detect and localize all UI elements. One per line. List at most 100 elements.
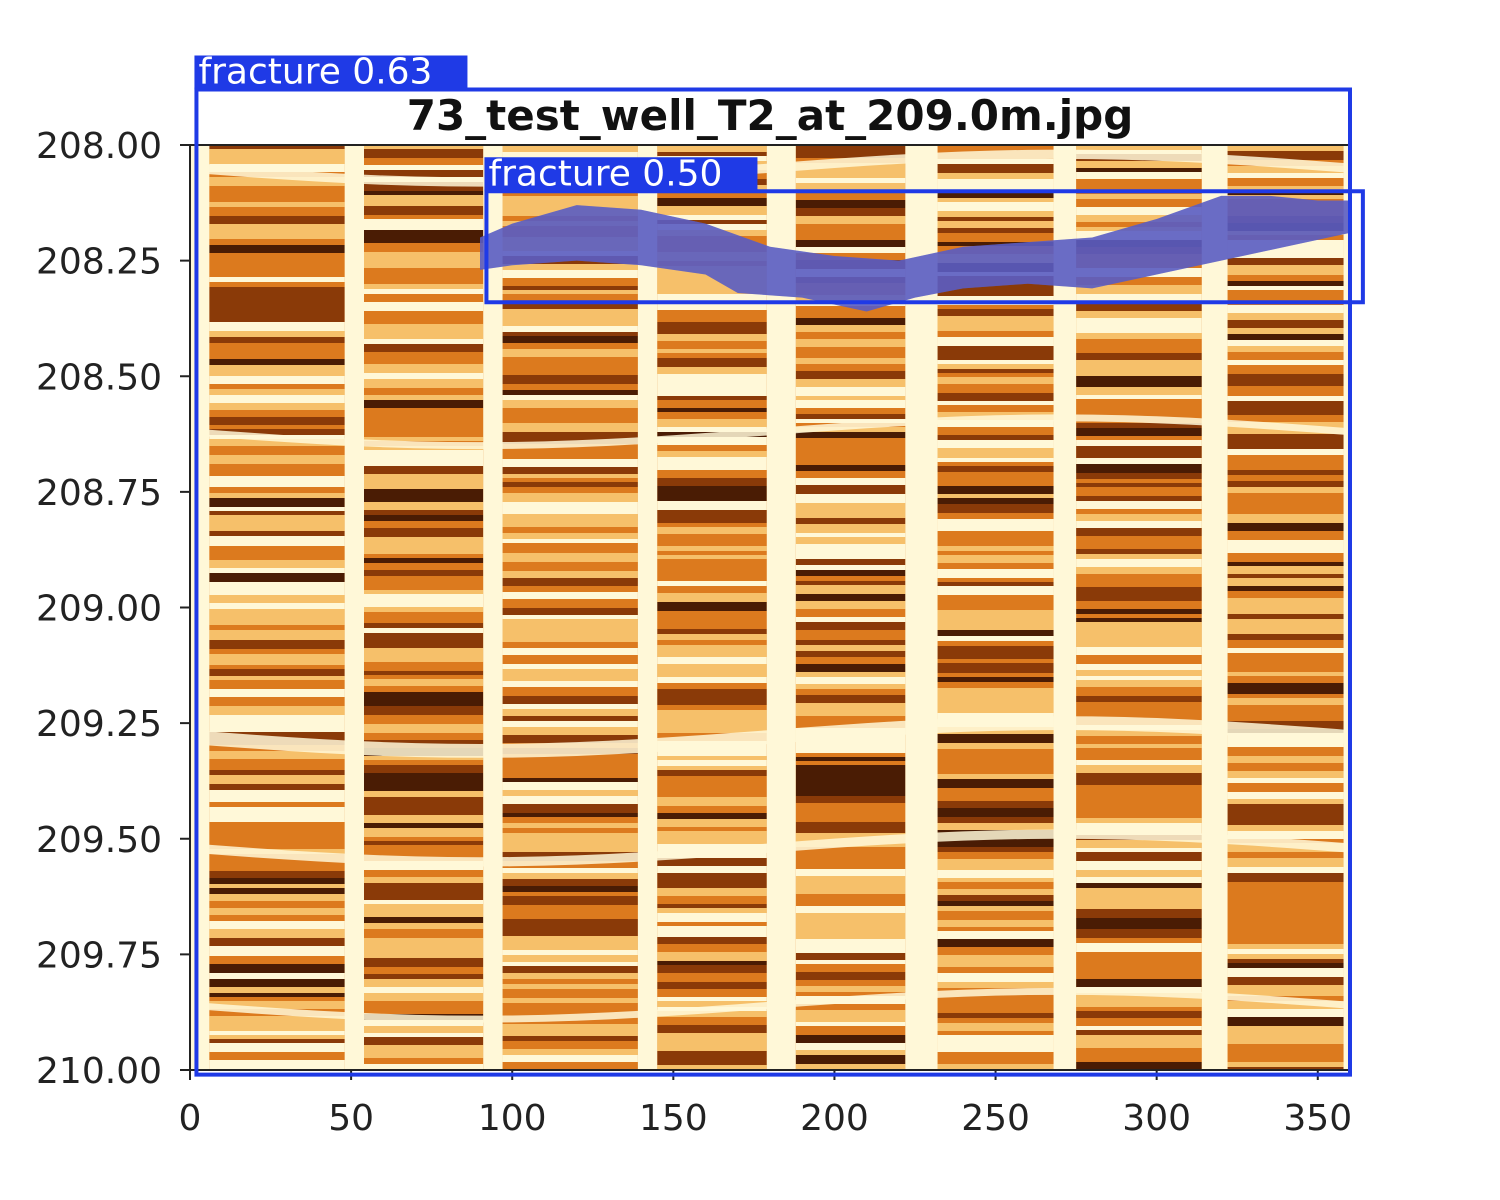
heatmap-cell <box>502 302 638 309</box>
heatmap-cell <box>209 603 345 609</box>
heatmap-cell <box>209 759 345 765</box>
heatmap-cell <box>364 773 484 782</box>
heatmap-cell <box>937 1005 1054 1013</box>
heatmap-cell <box>657 858 767 866</box>
heatmap-cell <box>1227 545 1344 553</box>
heatmap-cell <box>1076 870 1202 877</box>
heatmap-cell <box>937 895 1054 901</box>
heatmap-cell <box>937 504 1054 513</box>
heatmap-cell <box>657 717 767 725</box>
heatmap-cell <box>657 880 767 888</box>
heatmap-cell <box>1076 993 1202 1000</box>
heatmap-cell <box>795 408 906 414</box>
heatmap-cell <box>1227 640 1344 648</box>
heatmap-cell <box>502 879 638 886</box>
heatmap-cell <box>1076 521 1202 528</box>
y-tick-label: 210.00 <box>36 1051 162 1092</box>
heatmap-cell <box>937 939 1054 947</box>
heatmap-cell <box>364 191 484 195</box>
heatmap-cell <box>1076 622 1202 626</box>
heatmap-cell <box>364 628 484 633</box>
heatmap-cell <box>795 419 906 423</box>
heatmap-cell <box>1076 559 1202 567</box>
heatmap-cell <box>364 344 484 352</box>
heatmap-cell <box>364 230 484 239</box>
heatmap-cell <box>937 305 1054 309</box>
heatmap-cell <box>209 493 345 498</box>
heatmap-cell <box>937 911 1054 920</box>
heatmap-cell <box>1227 783 1344 792</box>
heatmap-cell <box>209 253 345 261</box>
heatmap-cell <box>502 423 638 432</box>
heatmap-cell <box>364 724 484 733</box>
heatmap-cell <box>937 539 1054 546</box>
heatmap-cell <box>795 533 906 537</box>
heatmap-cell <box>937 630 1054 636</box>
heatmap-cell <box>1227 1017 1344 1026</box>
heatmap-cell <box>502 846 638 852</box>
heatmap-cell <box>1076 587 1202 592</box>
heatmap-cell <box>1227 493 1344 500</box>
heatmap-cell <box>937 1023 1054 1031</box>
heatmap-cell <box>209 676 345 680</box>
heatmap-cell <box>209 840 345 849</box>
heatmap-cell <box>795 400 906 404</box>
heatmap-cell <box>1076 168 1202 172</box>
heatmap-cell <box>1227 286 1344 290</box>
heatmap-cell <box>364 706 484 715</box>
heatmap-cell <box>657 408 767 412</box>
heatmap-cell <box>209 689 345 697</box>
heatmap-cell <box>795 803 906 812</box>
heatmap-cell <box>1076 647 1202 655</box>
heatmap-cell <box>657 568 767 573</box>
heatmap-cell <box>209 315 345 322</box>
heatmap-cell <box>795 770 906 779</box>
heatmap-cell <box>795 630 906 634</box>
heatmap-cell <box>502 619 638 627</box>
heatmap-cell <box>209 765 345 770</box>
heatmap-cell <box>364 302 484 311</box>
heatmap-cell <box>209 665 345 669</box>
heatmap-cell <box>1227 825 1344 831</box>
heatmap-cell <box>502 200 638 207</box>
heatmap-cell <box>502 521 638 527</box>
heatmap-cell <box>209 202 345 207</box>
heatmap-cell <box>795 664 906 672</box>
heatmap-cell <box>209 669 345 676</box>
heatmap-cell <box>502 735 638 743</box>
heatmap-cell <box>1076 779 1202 785</box>
heatmap-cell <box>209 878 345 884</box>
heatmap-cell <box>209 515 345 522</box>
heatmap-cell <box>937 164 1054 173</box>
heatmap-cell <box>209 376 345 384</box>
heatmap-cell <box>657 387 767 396</box>
heatmap-cell <box>502 336 638 343</box>
heatmap-cell <box>937 221 1054 228</box>
heatmap-cell <box>1227 672 1344 676</box>
heatmap-cell <box>795 964 906 972</box>
heatmap-cell <box>795 906 906 913</box>
heatmap-cell <box>1227 949 1344 954</box>
heatmap-cell <box>364 958 484 967</box>
heatmap-cell <box>657 750 767 756</box>
pad-gap-column <box>1343 145 1350 1070</box>
heatmap-cell <box>937 1013 1054 1018</box>
heatmap-cell <box>364 215 484 219</box>
heatmap-cell <box>657 827 767 831</box>
heatmap-cell <box>502 416 638 423</box>
heatmap-cell <box>795 829 906 833</box>
heatmap-cell <box>1227 313 1344 320</box>
heatmap-cell <box>795 581 906 585</box>
heatmap-cell <box>657 831 767 840</box>
heatmap-cell <box>1227 281 1344 286</box>
heatmap-cell <box>209 807 345 816</box>
heatmap-cell <box>1076 938 1202 943</box>
heatmap-cell <box>937 586 1054 595</box>
heatmap-cell <box>364 268 484 276</box>
heatmap-cell <box>1076 789 1202 796</box>
heatmap-cell <box>795 753 906 757</box>
heatmap-cell <box>1227 664 1344 672</box>
heatmap-cell <box>937 337 1054 346</box>
heatmap-cell <box>657 379 767 387</box>
heatmap-cell <box>1076 943 1202 952</box>
